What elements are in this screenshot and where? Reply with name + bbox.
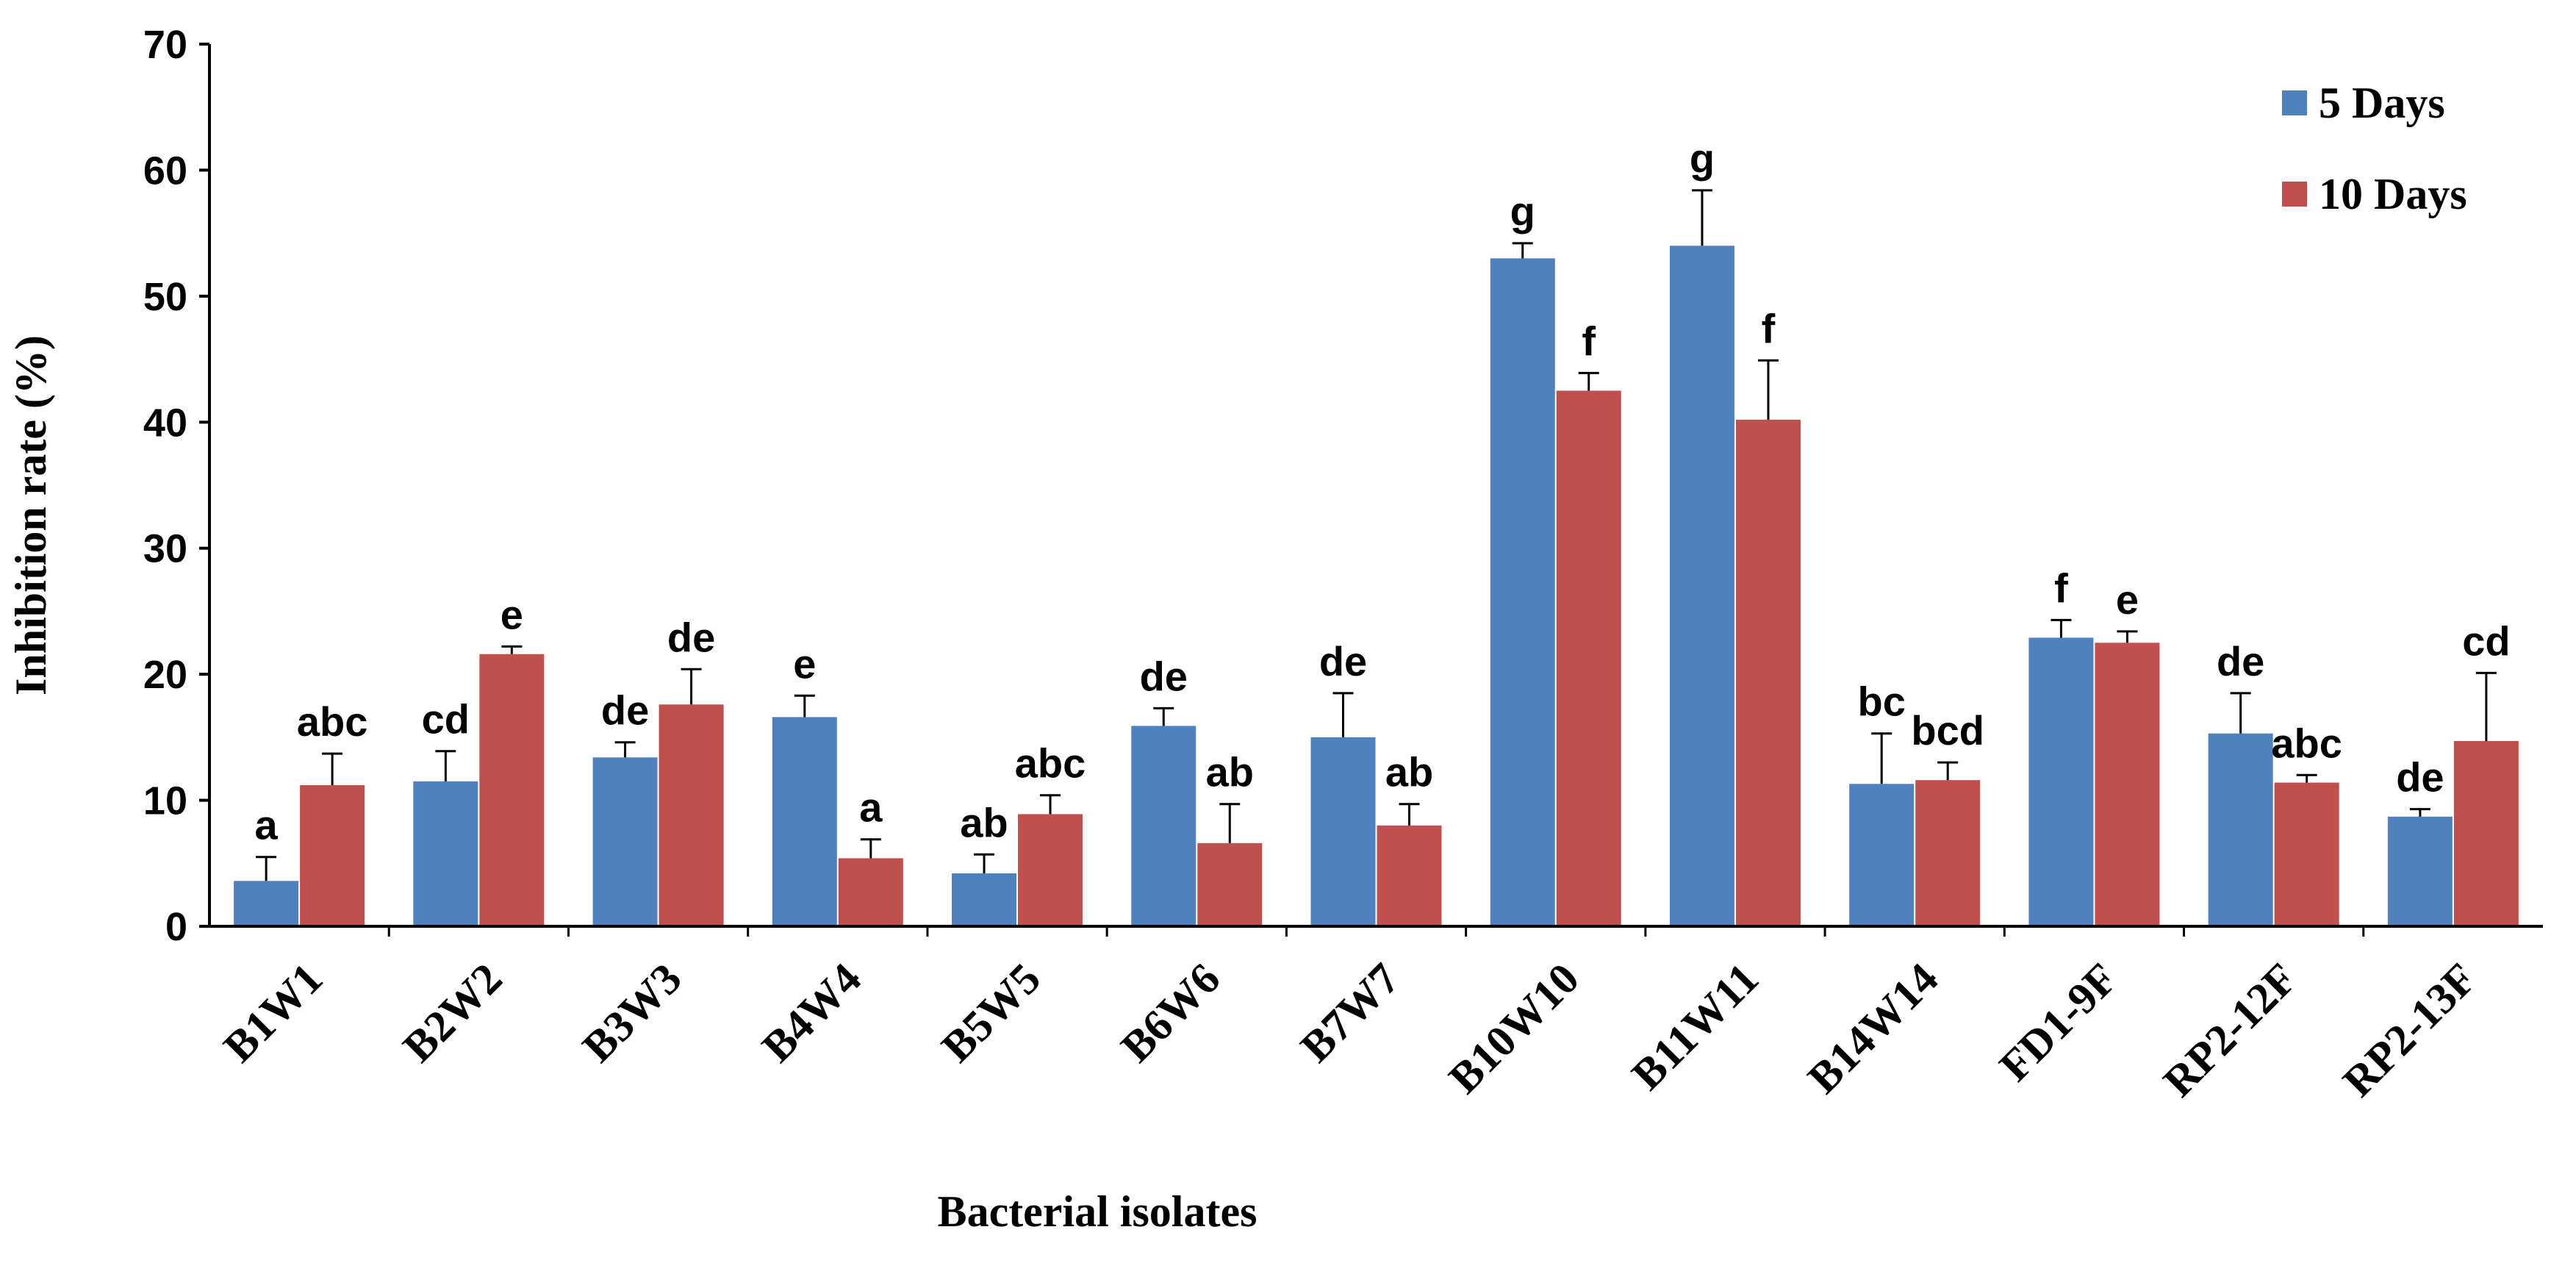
significance-label: g	[1690, 135, 1715, 182]
y-tick-label: 30	[143, 527, 187, 571]
x-tick-label: B3W3	[573, 954, 691, 1072]
bar-10-days	[659, 704, 724, 926]
significance-label: ab	[1385, 749, 1433, 795]
significance-label: de	[1319, 638, 1367, 684]
axes: 0 10 20 30 40 50 60 70	[143, 23, 2543, 949]
significance-label: a	[859, 784, 883, 831]
significance-label: g	[1510, 188, 1535, 235]
bar-10-days	[1735, 419, 1801, 926]
significance-label: a	[255, 802, 279, 848]
bar-10-days	[1197, 842, 1263, 926]
bar-10-days	[1018, 814, 1083, 926]
significance-label: cd	[2462, 618, 2510, 664]
bar-5-days	[413, 781, 478, 926]
x-tick-label: B5W5	[932, 954, 1050, 1072]
y-tick-label: 60	[143, 149, 187, 193]
significance-label: e	[2116, 576, 2139, 623]
x-tick-label: B7W7	[1291, 954, 1409, 1072]
bars	[234, 246, 2519, 926]
significance-label: de	[1140, 653, 1188, 699]
bar-5-days	[1131, 726, 1196, 926]
bar-10-days	[479, 654, 545, 926]
x-tick-label: RP2-13F	[2333, 954, 2486, 1106]
x-tick-label: FD1-9F	[1990, 954, 2127, 1091]
error-bars	[256, 189, 2497, 881]
y-tick-label: 40	[143, 401, 187, 445]
bar-5-days	[2208, 733, 2273, 926]
y-tick-label: 70	[143, 23, 187, 67]
y-tick-label: 0	[165, 905, 187, 949]
bar-10-days	[2274, 782, 2339, 926]
y-tick-label: 10	[143, 779, 187, 823]
significance-label: ab	[960, 799, 1008, 845]
bar-10-days	[838, 858, 903, 926]
x-tick-label: B4W4	[753, 954, 870, 1072]
bar-10-days	[2453, 741, 2519, 926]
significance-label: abc	[2271, 720, 2342, 766]
significance-label: abc	[297, 698, 368, 745]
legend-swatch-10-days	[2282, 182, 2307, 207]
bar-10-days	[2095, 643, 2160, 926]
bar-5-days	[2028, 637, 2094, 926]
significance-label: f	[2054, 565, 2068, 611]
x-tick-label: B11W11	[1623, 954, 1768, 1100]
x-tick-label: B2W2	[394, 954, 512, 1072]
bar-5-days	[592, 757, 658, 926]
significance-label: f	[1762, 305, 1776, 351]
bar-5-days	[234, 881, 299, 926]
significance-label: de	[2217, 638, 2264, 684]
bar-10-days	[1915, 780, 1981, 926]
significance-label: ab	[1206, 749, 1254, 795]
y-tick-label: 50	[143, 275, 187, 319]
bar-5-days	[2387, 816, 2453, 926]
x-tick-label: B6W6	[1112, 954, 1230, 1072]
y-tick-label: 20	[143, 653, 187, 697]
bar-5-days	[772, 717, 837, 926]
bar-10-days	[1556, 390, 1621, 926]
bar-5-days	[1849, 784, 1915, 926]
significance-label: de	[2396, 754, 2444, 801]
legend-label-5-days: 5 Days	[2319, 79, 2445, 127]
significance-label: cd	[422, 696, 470, 743]
bar-5-days	[952, 873, 1017, 926]
significance-label: f	[1582, 318, 1596, 364]
bar-10-days	[300, 785, 365, 926]
significance-label: e	[793, 640, 816, 687]
bar-10-days	[1377, 825, 1442, 926]
legend: 5 Days 10 Days	[2282, 79, 2467, 218]
labels: B1W1 B2W2 B3W3 B4W4 B5W5 B6W6 B7W7 B10W10 B11W11…	[214, 135, 2510, 1106]
significance-label: bcd	[1911, 707, 1984, 754]
legend-label-10-days: 10 Days	[2319, 170, 2467, 218]
significance-label: abc	[1015, 740, 1086, 787]
x-tick-label: B1W1	[214, 954, 331, 1072]
significance-label: e	[501, 591, 523, 637]
x-axis-title: Bacterial isolates	[938, 1187, 1257, 1236]
x-tick-label: RP2-12F	[2154, 954, 2306, 1106]
significance-label: de	[601, 687, 649, 734]
x-tick-label: B10W10	[1440, 954, 1588, 1103]
y-axis-title: Inhibition rate (%)	[7, 335, 55, 695]
bar-5-days	[1490, 258, 1555, 926]
bar-5-days	[1310, 737, 1376, 926]
significance-label: de	[667, 614, 715, 660]
bar-5-days	[1669, 246, 1734, 926]
x-tick-label: B14W14	[1798, 954, 1947, 1103]
significance-label: bc	[1858, 679, 1906, 725]
legend-swatch-5-days	[2282, 90, 2307, 115]
